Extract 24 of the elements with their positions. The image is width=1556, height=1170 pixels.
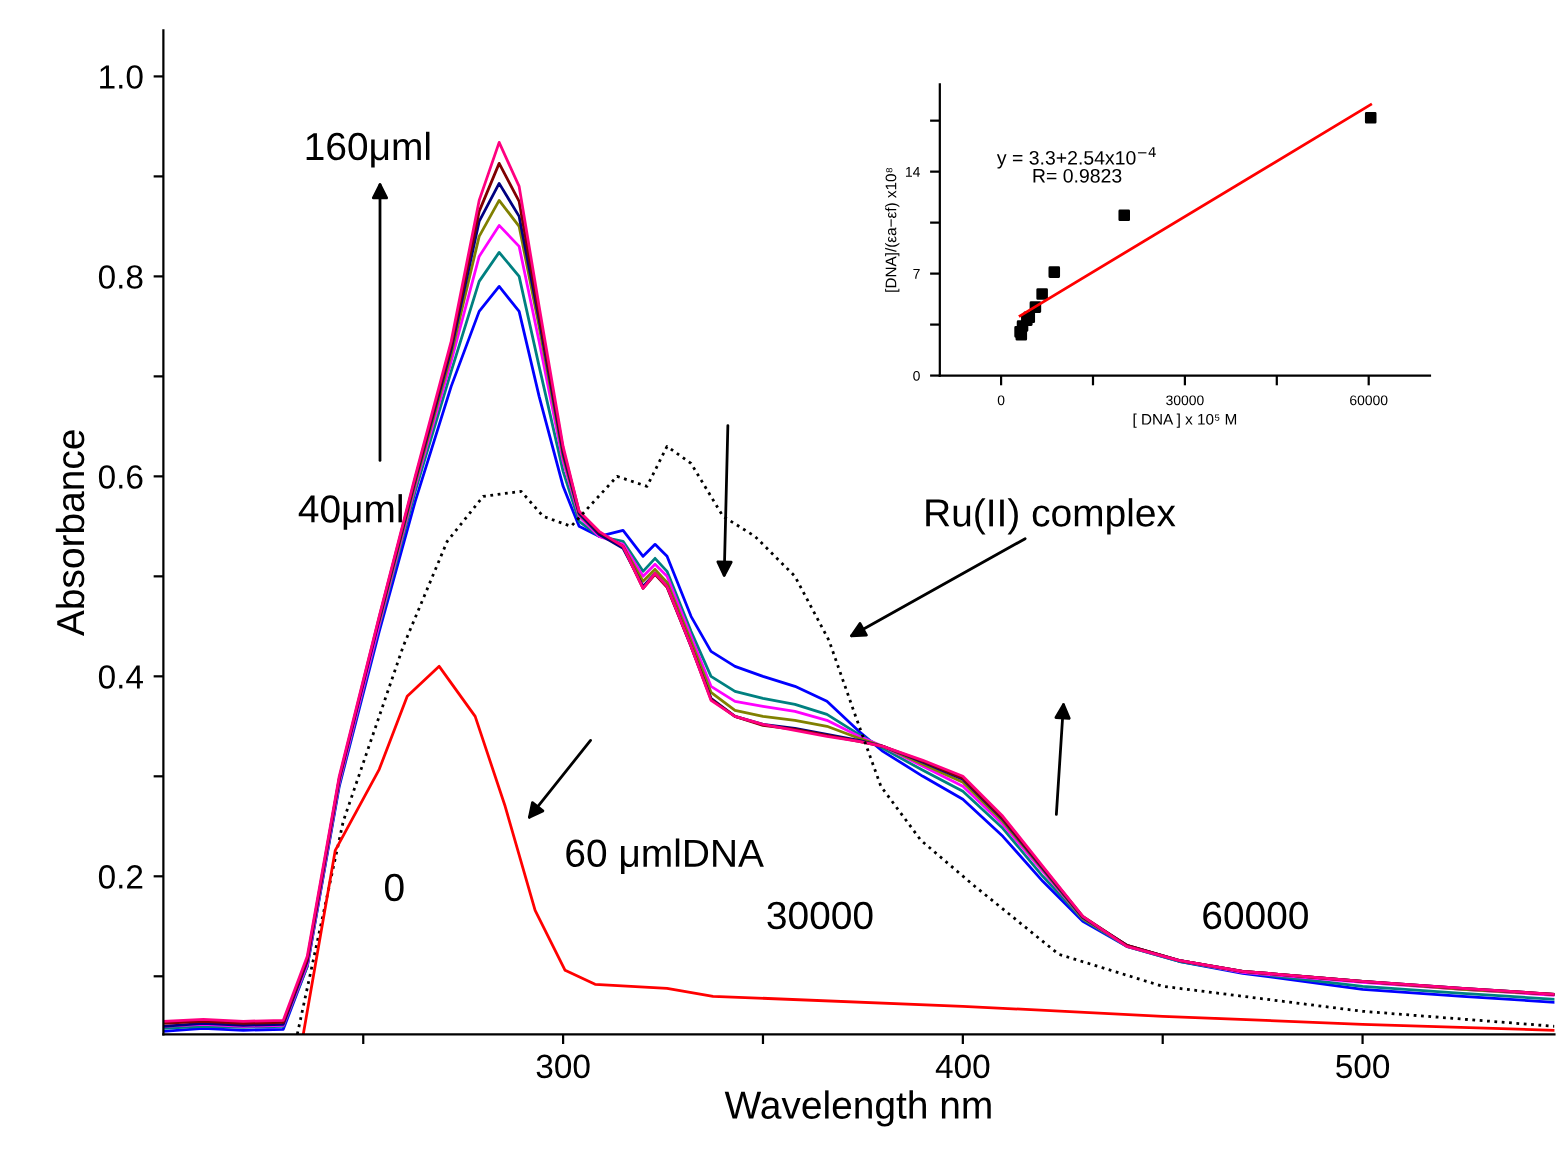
point bbox=[1036, 288, 1048, 300]
y-tick-label: 0.4 bbox=[98, 665, 143, 689]
y-axis-title: Absorbance bbox=[55, 430, 85, 637]
annotation: R= 0.9823 bbox=[1033, 168, 1122, 183]
annotation: Ru(II) complex bbox=[926, 498, 1176, 535]
annotation: 60 μmlDNA bbox=[566, 838, 764, 875]
annotation: 40μml bbox=[298, 494, 402, 530]
line-series bbox=[301, 664, 1555, 1035]
x-axis-title: Wavelength nm bbox=[724, 1090, 991, 1127]
point bbox=[1364, 111, 1377, 124]
y-tick-label: 0.6 bbox=[98, 465, 143, 489]
annotation: 30000 bbox=[767, 901, 873, 930]
point bbox=[1048, 266, 1061, 278]
y-tick-label: 0.2 bbox=[98, 865, 143, 889]
x-tick-label: 500 bbox=[1336, 1054, 1390, 1079]
annotation: 60000 bbox=[1203, 901, 1308, 930]
y-tick-label: 0.8 bbox=[98, 265, 143, 289]
annotation: 0 bbox=[385, 873, 404, 902]
x-tick-label: 400 bbox=[935, 1054, 990, 1079]
y-tick-label: 1.0 bbox=[100, 65, 143, 89]
x-tick-label: 300 bbox=[536, 1054, 590, 1079]
annotation: 160μml bbox=[306, 131, 430, 168]
point bbox=[1118, 209, 1131, 222]
annotation: y = 3.3+2.54x10$^{−4}$ bbox=[996, 147, 1156, 169]
